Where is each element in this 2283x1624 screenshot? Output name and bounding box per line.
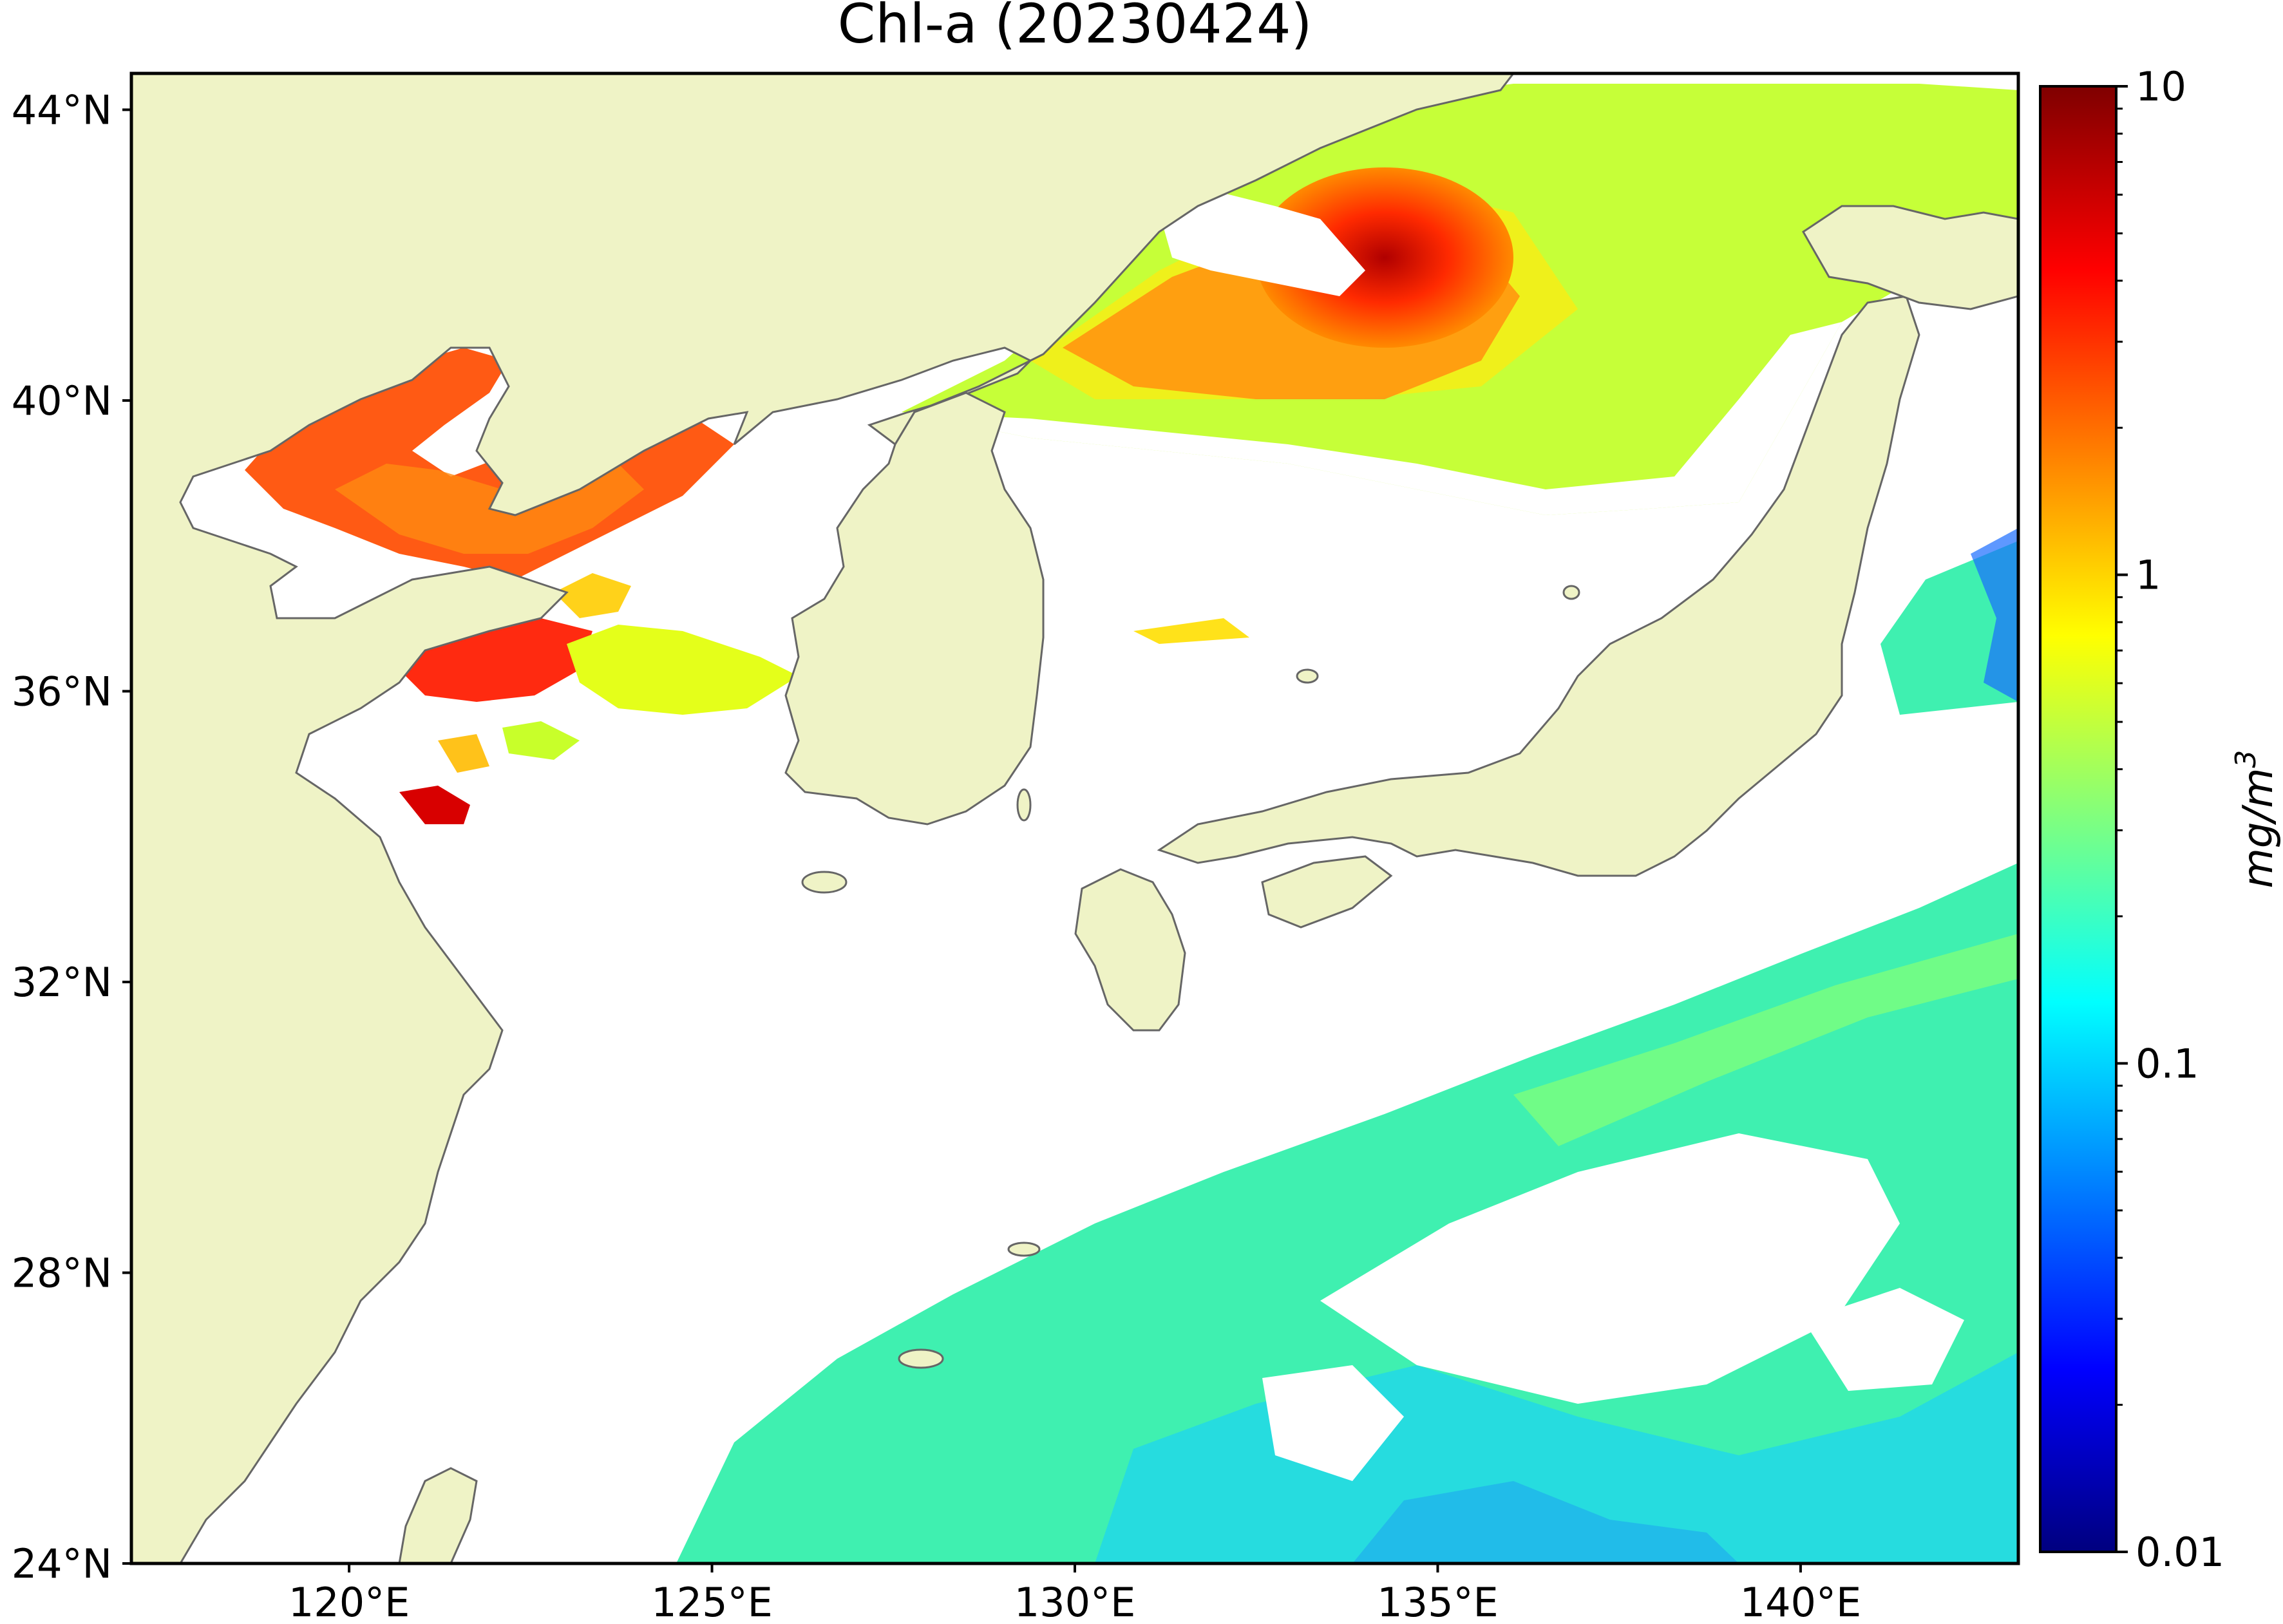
colorbar-tick-label: 0.01	[2136, 1529, 2224, 1576]
cloud-gap-1	[1320, 1133, 1900, 1404]
longitude-axis: 120°E 125°E 130°E 135°E 140°E	[289, 1563, 1861, 1624]
lat-tick-label: 24°N	[12, 1540, 112, 1587]
colorbar-label: mg/m3	[2230, 750, 2282, 889]
colorbar-tick-label: 0.1	[2136, 1040, 2199, 1087]
pacific-chl-low	[676, 863, 2018, 1563]
pacific-chl-green-band	[1513, 934, 2018, 1146]
land-korea	[784, 392, 1045, 826]
lon-tick-label: 125°E	[651, 1579, 773, 1624]
land-shikoku	[1261, 855, 1393, 929]
yellow-sea-patch-1	[554, 573, 631, 618]
map-title: Chl-a (20230424)	[838, 0, 1312, 55]
pacific-chl-blue	[1352, 1481, 1739, 1563]
lat-tick-label: 40°N	[12, 377, 112, 424]
colorbar: 10 1 0.1 0.01 mg/m3	[2039, 63, 2282, 1576]
land-tsushima	[1016, 788, 1032, 822]
cloud-gap-3	[1803, 1288, 1964, 1391]
land-china	[131, 73, 1515, 1563]
colorbar-tick-label: 10	[2136, 63, 2186, 110]
land-layer	[131, 73, 2018, 1563]
yellow-sea-red-patch	[399, 786, 470, 824]
pacific-east-japan-blue	[1971, 528, 2018, 702]
latitude-axis: 24°N 28°N 32°N 36°N 40°N 44°N	[12, 86, 131, 1587]
land-amami	[1007, 1242, 1041, 1257]
lon-tick-label: 140°E	[1740, 1579, 1862, 1624]
land-kyushu	[1074, 868, 1186, 1032]
yellow-sea-yellow	[567, 625, 799, 715]
land-hokkaido	[1802, 205, 2018, 310]
land-oki	[1296, 668, 1319, 684]
map-area	[131, 73, 2018, 1563]
lat-tick-label: 32°N	[12, 959, 112, 1006]
lon-tick-label: 130°E	[1014, 1579, 1136, 1624]
land-taiwan	[398, 1467, 478, 1563]
chlorophyll-data-layer	[245, 84, 2018, 1563]
lat-tick-label: 36°N	[12, 668, 112, 715]
land-okinawa	[898, 1348, 944, 1369]
sea-of-japan-south-white	[902, 322, 1842, 515]
cloud-gap-2	[1262, 1365, 1404, 1481]
yellow-sea-patch-3	[438, 734, 489, 773]
colorbar-tick-label: 1	[2136, 552, 2161, 599]
lat-tick-label: 28°N	[12, 1249, 112, 1296]
lat-tick-label: 44°N	[12, 86, 112, 133]
sea-of-japan-cloud	[1159, 174, 1365, 296]
lon-tick-label: 120°E	[289, 1579, 410, 1624]
colorbar-ticks: 10 1 0.1 0.01	[2116, 63, 2224, 1576]
land-sado	[1562, 585, 1580, 600]
lon-tick-label: 135°E	[1377, 1579, 1499, 1624]
colorbar-gradient	[2039, 85, 2117, 1553]
land-jeju	[801, 871, 848, 894]
east-china-sea-strip	[1133, 618, 1249, 644]
yellow-sea-patch-2	[502, 721, 580, 760]
sea-of-japan-hotspot	[1256, 167, 1513, 348]
land-honshu	[1157, 295, 1920, 877]
